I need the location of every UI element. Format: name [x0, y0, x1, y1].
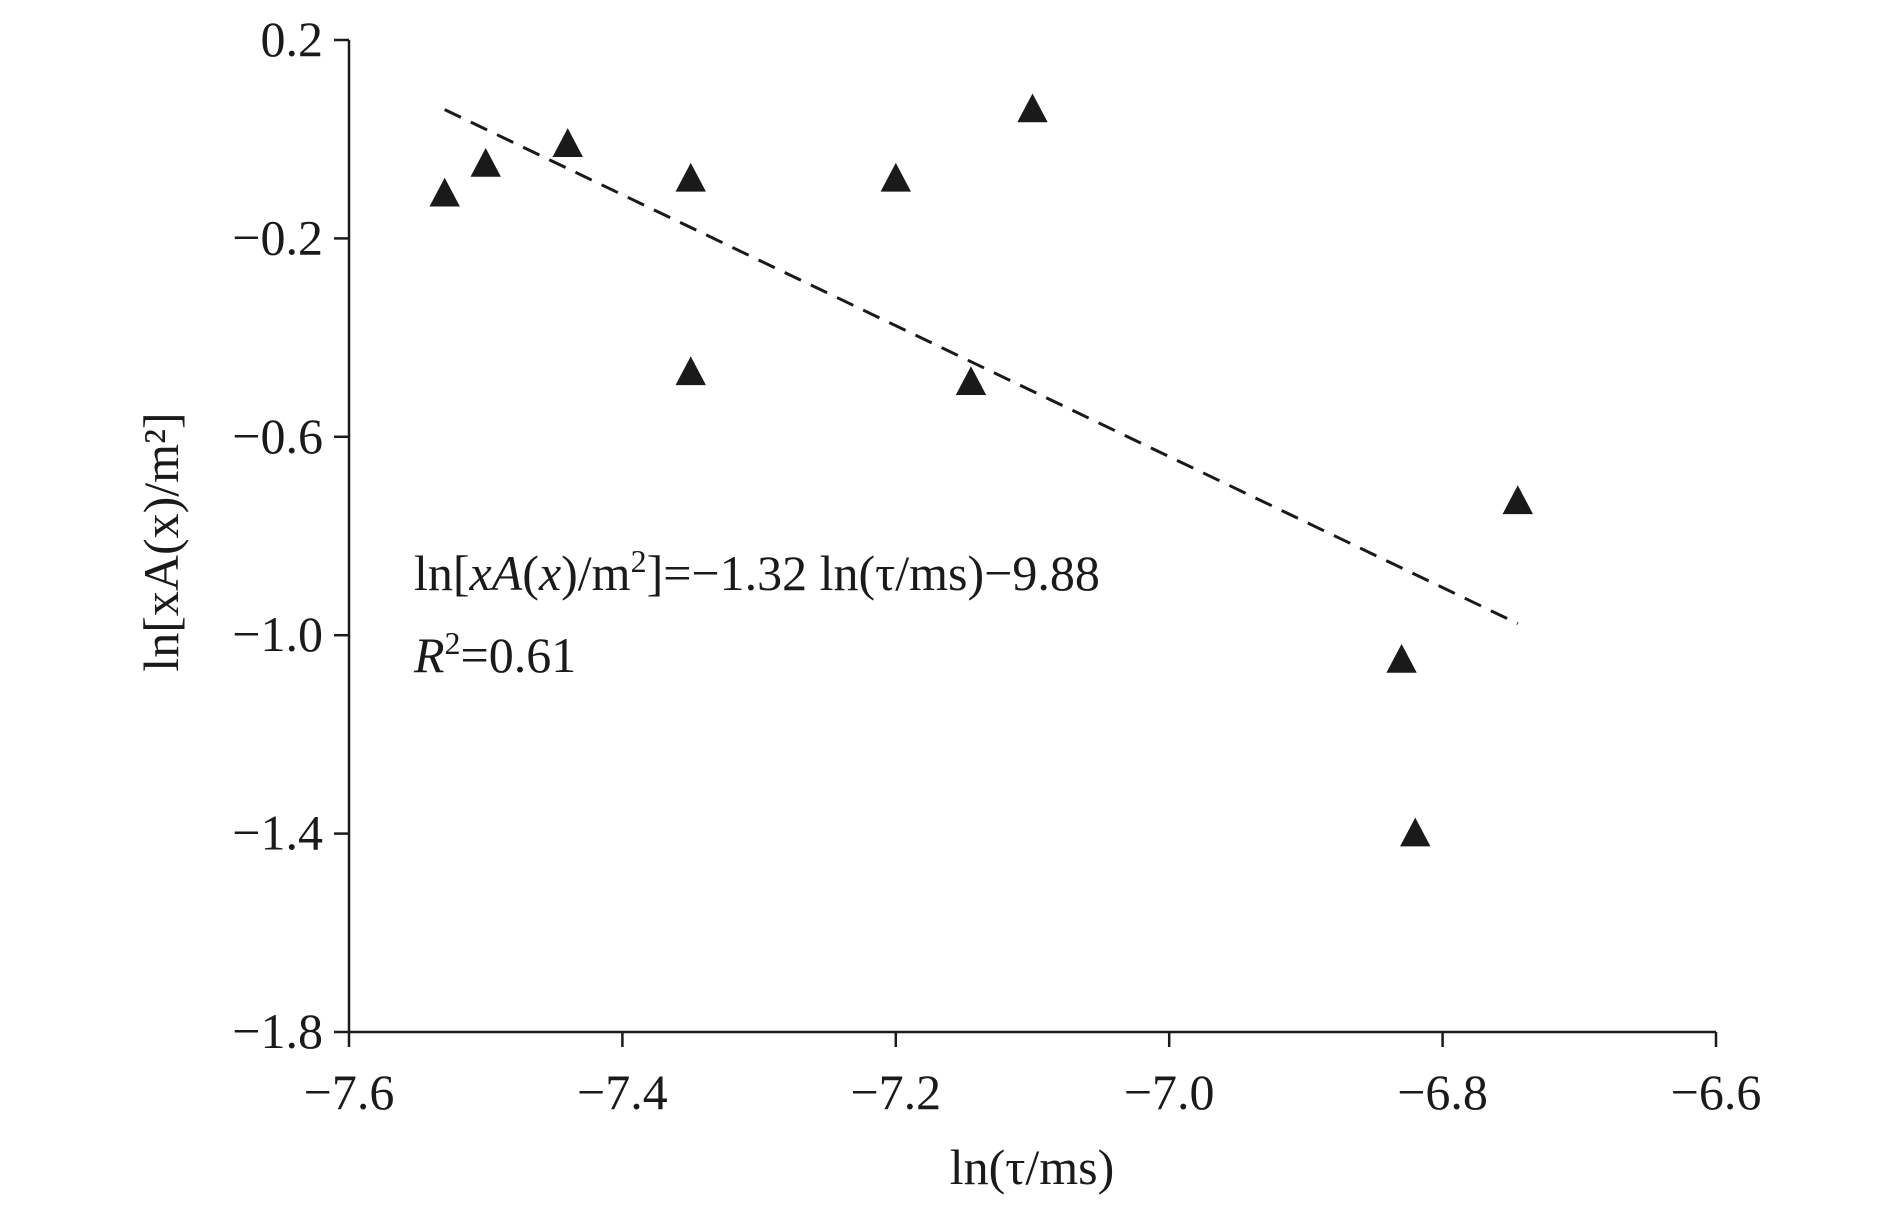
y-tick-label: −1.4 [232, 805, 323, 861]
data-point-triangle [1386, 644, 1417, 673]
r-squared-annotation: R2=0.61 [413, 625, 576, 683]
data-point-triangle [675, 356, 706, 386]
plot-marks [429, 93, 1533, 847]
y-tick-label: −1.0 [232, 606, 323, 662]
axes-frame [347, 40, 1716, 1034]
x-tick-label: −7.2 [850, 1064, 941, 1120]
data-point-triangle [429, 177, 460, 207]
x-axis-ticks: −7.6 −7.4 −7.2 −7.0 −6.8 −6.6 [304, 1032, 1762, 1120]
fit-line [444, 108, 1519, 625]
data-point-triangle [955, 366, 987, 396]
x-tick-label: −7.0 [1124, 1064, 1215, 1120]
y-tick-label: 0.2 [261, 11, 324, 67]
data-point-triangle [880, 162, 911, 192]
data-point-triangle [1502, 485, 1533, 515]
y-tick-label: −0.6 [232, 408, 323, 464]
data-point-triangle [1017, 93, 1048, 123]
x-tick-label: −6.8 [1397, 1064, 1488, 1120]
data-point-triangle [675, 162, 706, 192]
y-tick-label: −1.8 [232, 1003, 323, 1059]
data-point-triangle [470, 148, 501, 177]
data-point-triangle [552, 128, 583, 157]
x-tick-label: −7.4 [577, 1064, 668, 1120]
data-point-triangle [1400, 817, 1431, 847]
x-tick-label: −6.6 [1671, 1064, 1762, 1120]
y-axis-ticks: 0.2 −0.2 −0.6 −1.0 −1.4 −1.8 [232, 11, 349, 1059]
fit-equation-annotation: ln[xA(x)/m2]=−1.32 ln(τ/ms)−9.88 [414, 543, 1100, 601]
x-tick-label: −7.6 [304, 1064, 395, 1120]
x-axis-title: ln(τ/ms) [950, 1139, 1115, 1195]
y-axis-title: ln[xA(x)/m²] [133, 412, 189, 671]
y-tick-label: −0.2 [232, 209, 323, 265]
